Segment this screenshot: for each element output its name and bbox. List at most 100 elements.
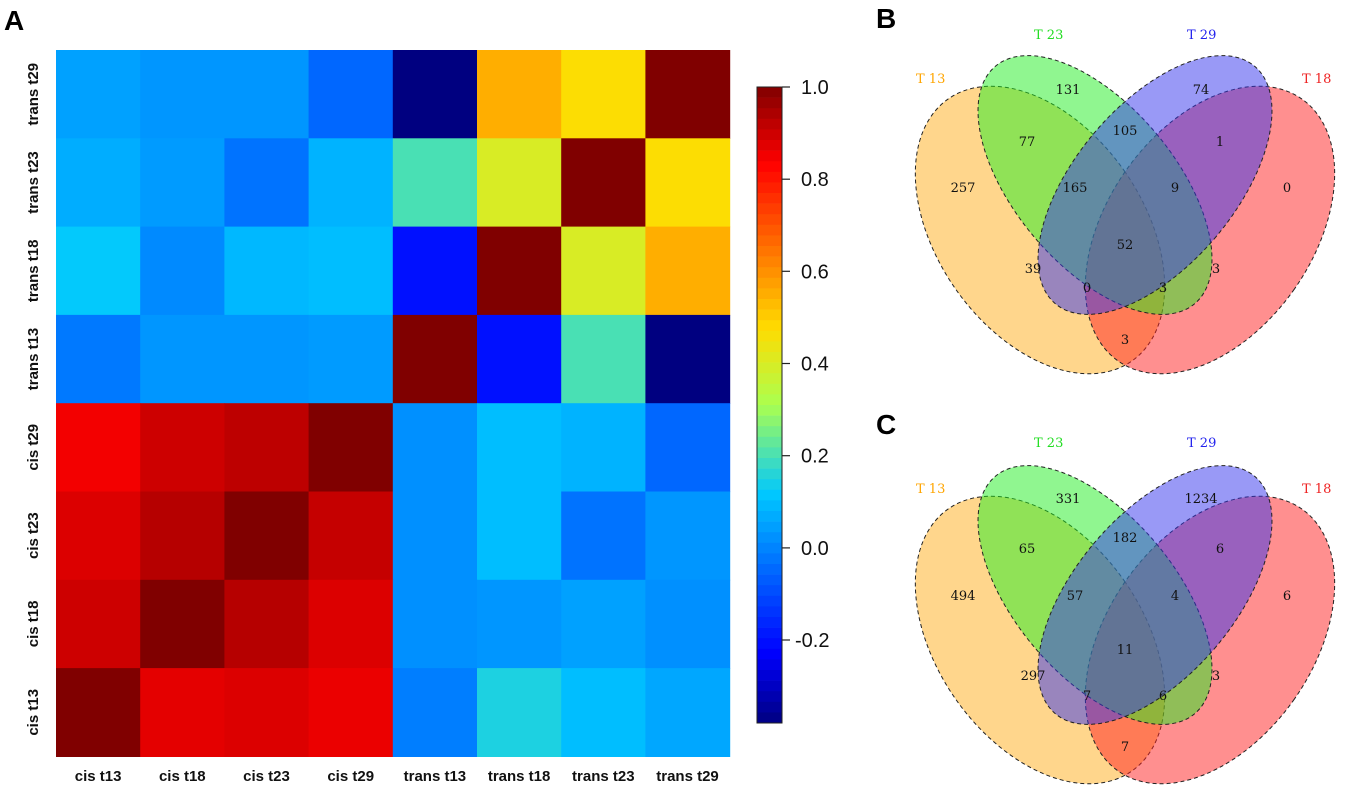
heatmap-cell <box>477 403 562 493</box>
venn-b-only-t13: 257 <box>951 181 976 196</box>
heatmap-cell <box>645 50 731 139</box>
colorbar-segment <box>757 691 782 703</box>
colorbar-segment <box>757 553 782 565</box>
heatmap-x-label: trans t18 <box>488 768 551 785</box>
colorbar-segment <box>757 341 782 353</box>
colorbar-segment <box>757 532 782 544</box>
colorbar-tick-label: 1.0 <box>801 77 829 99</box>
heatmap-x-label: cis t23 <box>243 768 290 785</box>
heatmap-y-label: trans t29 <box>25 63 42 126</box>
venn-c-label-t29: T 29 <box>1187 436 1216 451</box>
venn-c-t13-t29: 297 <box>1021 669 1046 684</box>
heatmap-cell <box>561 314 646 404</box>
colorbar-segment <box>757 214 782 226</box>
colorbar-segment <box>757 193 782 204</box>
venn-c-label-t13: T 13 <box>916 482 945 497</box>
heatmap-cell <box>392 226 478 316</box>
heatmap-cell <box>477 138 562 228</box>
colorbar-segment <box>757 161 782 173</box>
heatmap-cell <box>645 579 731 669</box>
heatmap-cell <box>56 138 141 228</box>
heatmap-cell <box>392 138 478 228</box>
venn-b-t13-t23-t18: 3 <box>1159 281 1167 296</box>
heatmap-cell <box>561 579 646 669</box>
heatmap <box>56 50 731 757</box>
heatmap-cell <box>308 50 394 139</box>
colorbar-segment <box>757 87 782 98</box>
heatmap-cell <box>224 579 310 669</box>
colorbar-segment <box>757 118 782 130</box>
heatmap-cell <box>56 50 141 139</box>
colorbar-segment <box>757 150 782 162</box>
colorbar-segment <box>757 352 782 363</box>
heatmap-cell <box>56 491 141 581</box>
colorbar-segment <box>757 415 782 427</box>
colorbar-segment <box>757 405 782 416</box>
venn-b-t13-t18: 3 <box>1121 333 1129 348</box>
venn-b-t23-t29-t18: 9 <box>1171 181 1179 196</box>
venn-c-t13-t23: 65 <box>1019 542 1036 557</box>
venn-diagram-b: T 13 T 23 T 29 T 18 257 131 74 0 77 105 … <box>914 28 1336 375</box>
colorbar-segment <box>757 267 782 279</box>
colorbar-segment <box>757 606 782 618</box>
heatmap-cell <box>308 314 394 404</box>
venn-c-all: 11 <box>1117 643 1134 658</box>
venn-c-only-t23: 331 <box>1056 492 1081 507</box>
colorbar-segment <box>757 320 782 332</box>
colorbar-segment <box>757 670 782 681</box>
colorbar-segment <box>757 426 782 438</box>
colorbar-segment <box>757 373 782 385</box>
heatmap-cell <box>224 668 310 757</box>
heatmap-cell <box>392 314 478 404</box>
heatmap-cell <box>477 579 562 669</box>
heatmap-cell <box>224 226 310 316</box>
heatmap-cell <box>308 668 394 757</box>
heatmap-cell <box>392 491 478 581</box>
heatmap-cell <box>477 491 562 581</box>
venn-c-only-t13: 494 <box>951 589 976 604</box>
heatmap-cell <box>561 491 646 581</box>
colorbar-frame <box>756 86 783 724</box>
heatmap-cell <box>308 226 394 316</box>
venn-c-label-t23: T 23 <box>1034 436 1063 451</box>
colorbar-segment <box>757 521 782 533</box>
heatmap-cell <box>477 668 562 757</box>
heatmap-cell <box>224 403 310 493</box>
heatmap-cell <box>140 403 225 493</box>
heatmap-cell <box>140 579 225 669</box>
heatmap-cell <box>477 314 562 404</box>
colorbar-segment <box>757 627 782 639</box>
colorbar-segment <box>757 203 782 215</box>
colorbar-segment <box>757 680 782 692</box>
venn-c-t13-t18: 7 <box>1121 740 1129 755</box>
venn-b-set-t29 <box>1037 55 1273 315</box>
heatmap-x-label: cis t18 <box>159 768 206 785</box>
heatmap-y-label: cis t29 <box>25 424 42 471</box>
venn-c-t29-t18: 6 <box>1216 542 1224 557</box>
venn-c-only-t29: 1234 <box>1184 492 1217 507</box>
venn-c-t13-t23-t18: 6 <box>1159 689 1167 704</box>
heatmap-x-label: trans t13 <box>404 768 467 785</box>
heatmap-x-label: cis t13 <box>75 768 122 785</box>
venn-b-t13-t29-t18: 0 <box>1083 281 1091 296</box>
colorbar-segment <box>757 288 782 300</box>
colorbar-segment <box>757 224 782 236</box>
venn-c-t23-t29: 182 <box>1113 531 1138 546</box>
heatmap-cell <box>561 668 646 757</box>
colorbar-segment <box>757 299 782 310</box>
colorbar-segment <box>757 129 782 141</box>
venn-c-label-t18: T 18 <box>1302 482 1331 497</box>
colorbar-tick-label: 0.8 <box>801 169 829 191</box>
venn-c-set-t29 <box>1037 465 1273 725</box>
colorbar-segment <box>757 394 782 406</box>
panel-label-c: C <box>876 409 896 440</box>
venn-c-t23-t18: 3 <box>1212 669 1220 684</box>
colorbar-segment <box>757 309 782 321</box>
venn-b-t23-t18: 3 <box>1212 262 1220 277</box>
venn-b-all: 52 <box>1117 238 1134 253</box>
colorbar-tick-label: 0.6 <box>801 261 829 283</box>
venn-b-label-t18: T 18 <box>1302 72 1331 87</box>
venn-b-t13-t23-t29: 165 <box>1063 181 1088 196</box>
colorbar-segment <box>757 638 782 650</box>
colorbar <box>756 86 783 724</box>
